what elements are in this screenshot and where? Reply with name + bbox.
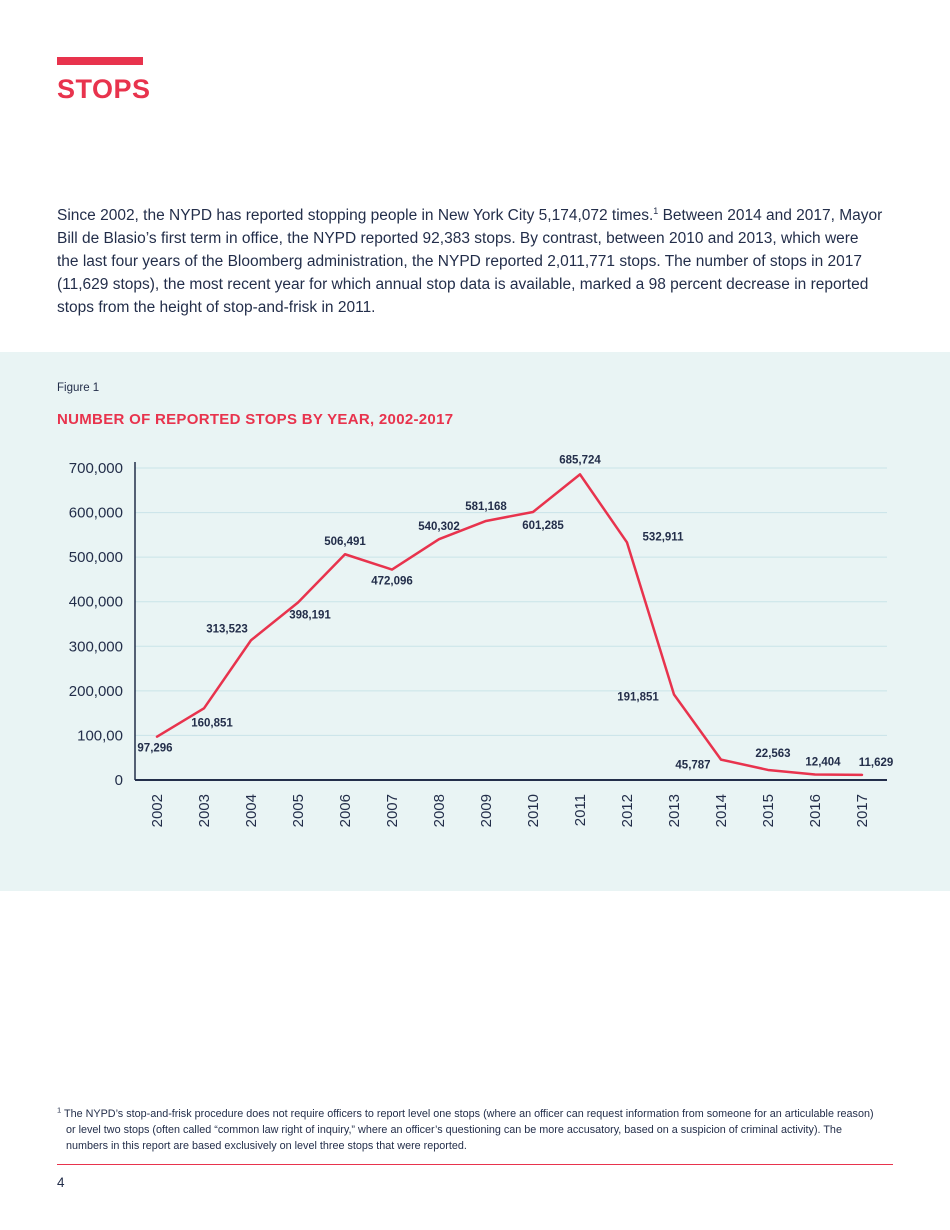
xtick-label: 2012 <box>619 794 636 827</box>
xtick-label: 2013 <box>666 794 683 827</box>
footnote-text: The NYPD’s stop-and-frisk procedure does… <box>63 1108 874 1153</box>
xtick-label: 2007 <box>384 794 401 827</box>
ytick-label: 100,00 <box>77 727 123 744</box>
stops-line-chart: 0 100,00 200,000 300,000 400,000 500,000 600,0… <box>69 454 894 827</box>
xtick-label: 2006 <box>337 794 354 827</box>
page-title: STOPS <box>57 74 151 104</box>
footnote: 1 The NYPD’s stop-and-frisk procedure do… <box>57 1106 879 1155</box>
point-label: 22,563 <box>755 748 790 760</box>
point-label: 12,404 <box>805 756 841 768</box>
ytick-label: 200,000 <box>69 683 123 700</box>
figure-title: NUMBER OF REPORTED STOPS BY YEAR, 2002-2… <box>57 410 454 428</box>
intro-paragraph: Since 2002, the NYPD has reported stoppi… <box>57 205 883 320</box>
ytick-label: 500,000 <box>69 549 123 566</box>
point-label: 97,296 <box>137 742 172 754</box>
xtick-label: 2009 <box>478 794 495 827</box>
point-label: 472,096 <box>371 575 413 587</box>
point-label: 313,523 <box>206 623 248 635</box>
point-label: 532,911 <box>643 531 685 543</box>
footer-rule <box>57 1164 893 1165</box>
intro-text-before: Since 2002, the NYPD has reported stoppi… <box>57 207 654 224</box>
point-label: 11,629 <box>859 757 894 769</box>
xtick-label: 2004 <box>243 794 260 827</box>
intro-text-after: Between 2014 and 2017, Mayor Bill de Bla… <box>57 207 883 316</box>
point-label: 581,168 <box>465 501 507 513</box>
ytick-label: 0 <box>115 772 123 789</box>
xtick-label: 2015 <box>760 794 777 827</box>
xtick-label: 2003 <box>196 794 213 827</box>
xtick-label: 2017 <box>854 794 871 827</box>
xtick-label: 2010 <box>525 794 542 827</box>
xtick-label: 2008 <box>431 794 448 827</box>
xtick-label: 2002 <box>149 794 166 827</box>
title-accent-bar <box>57 57 143 65</box>
trend-line <box>155 472 864 776</box>
figure-panel: Figure 1 NUMBER OF REPORTED STOPS BY YEA… <box>0 351 950 891</box>
figure-label: Figure 1 <box>57 381 100 394</box>
point-label: 506,491 <box>324 536 366 548</box>
xtick-label: 2016 <box>807 794 824 827</box>
point-label: 160,851 <box>191 717 233 729</box>
report-header: STOPS <box>0 0 950 105</box>
point-label: 398,191 <box>289 609 331 621</box>
point-label: 540,302 <box>418 521 460 533</box>
point-label: 685,724 <box>559 454 601 466</box>
ytick-label: 400,000 <box>69 593 123 610</box>
ytick-label: 600,000 <box>69 504 123 521</box>
point-label: 45,787 <box>675 759 710 771</box>
xtick-label: 2014 <box>713 794 730 827</box>
page-number: 4 <box>57 1175 65 1190</box>
xtick-label: 2011 <box>572 794 589 826</box>
ytick-label: 300,000 <box>69 638 123 655</box>
point-label: 191,851 <box>617 691 659 703</box>
ytick-label: 700,000 <box>69 460 123 477</box>
footnote-marker: 1 <box>57 1105 62 1115</box>
xtick-label: 2005 <box>290 794 307 827</box>
point-label: 601,285 <box>522 520 564 532</box>
footnote-ref: 1 <box>653 205 659 216</box>
